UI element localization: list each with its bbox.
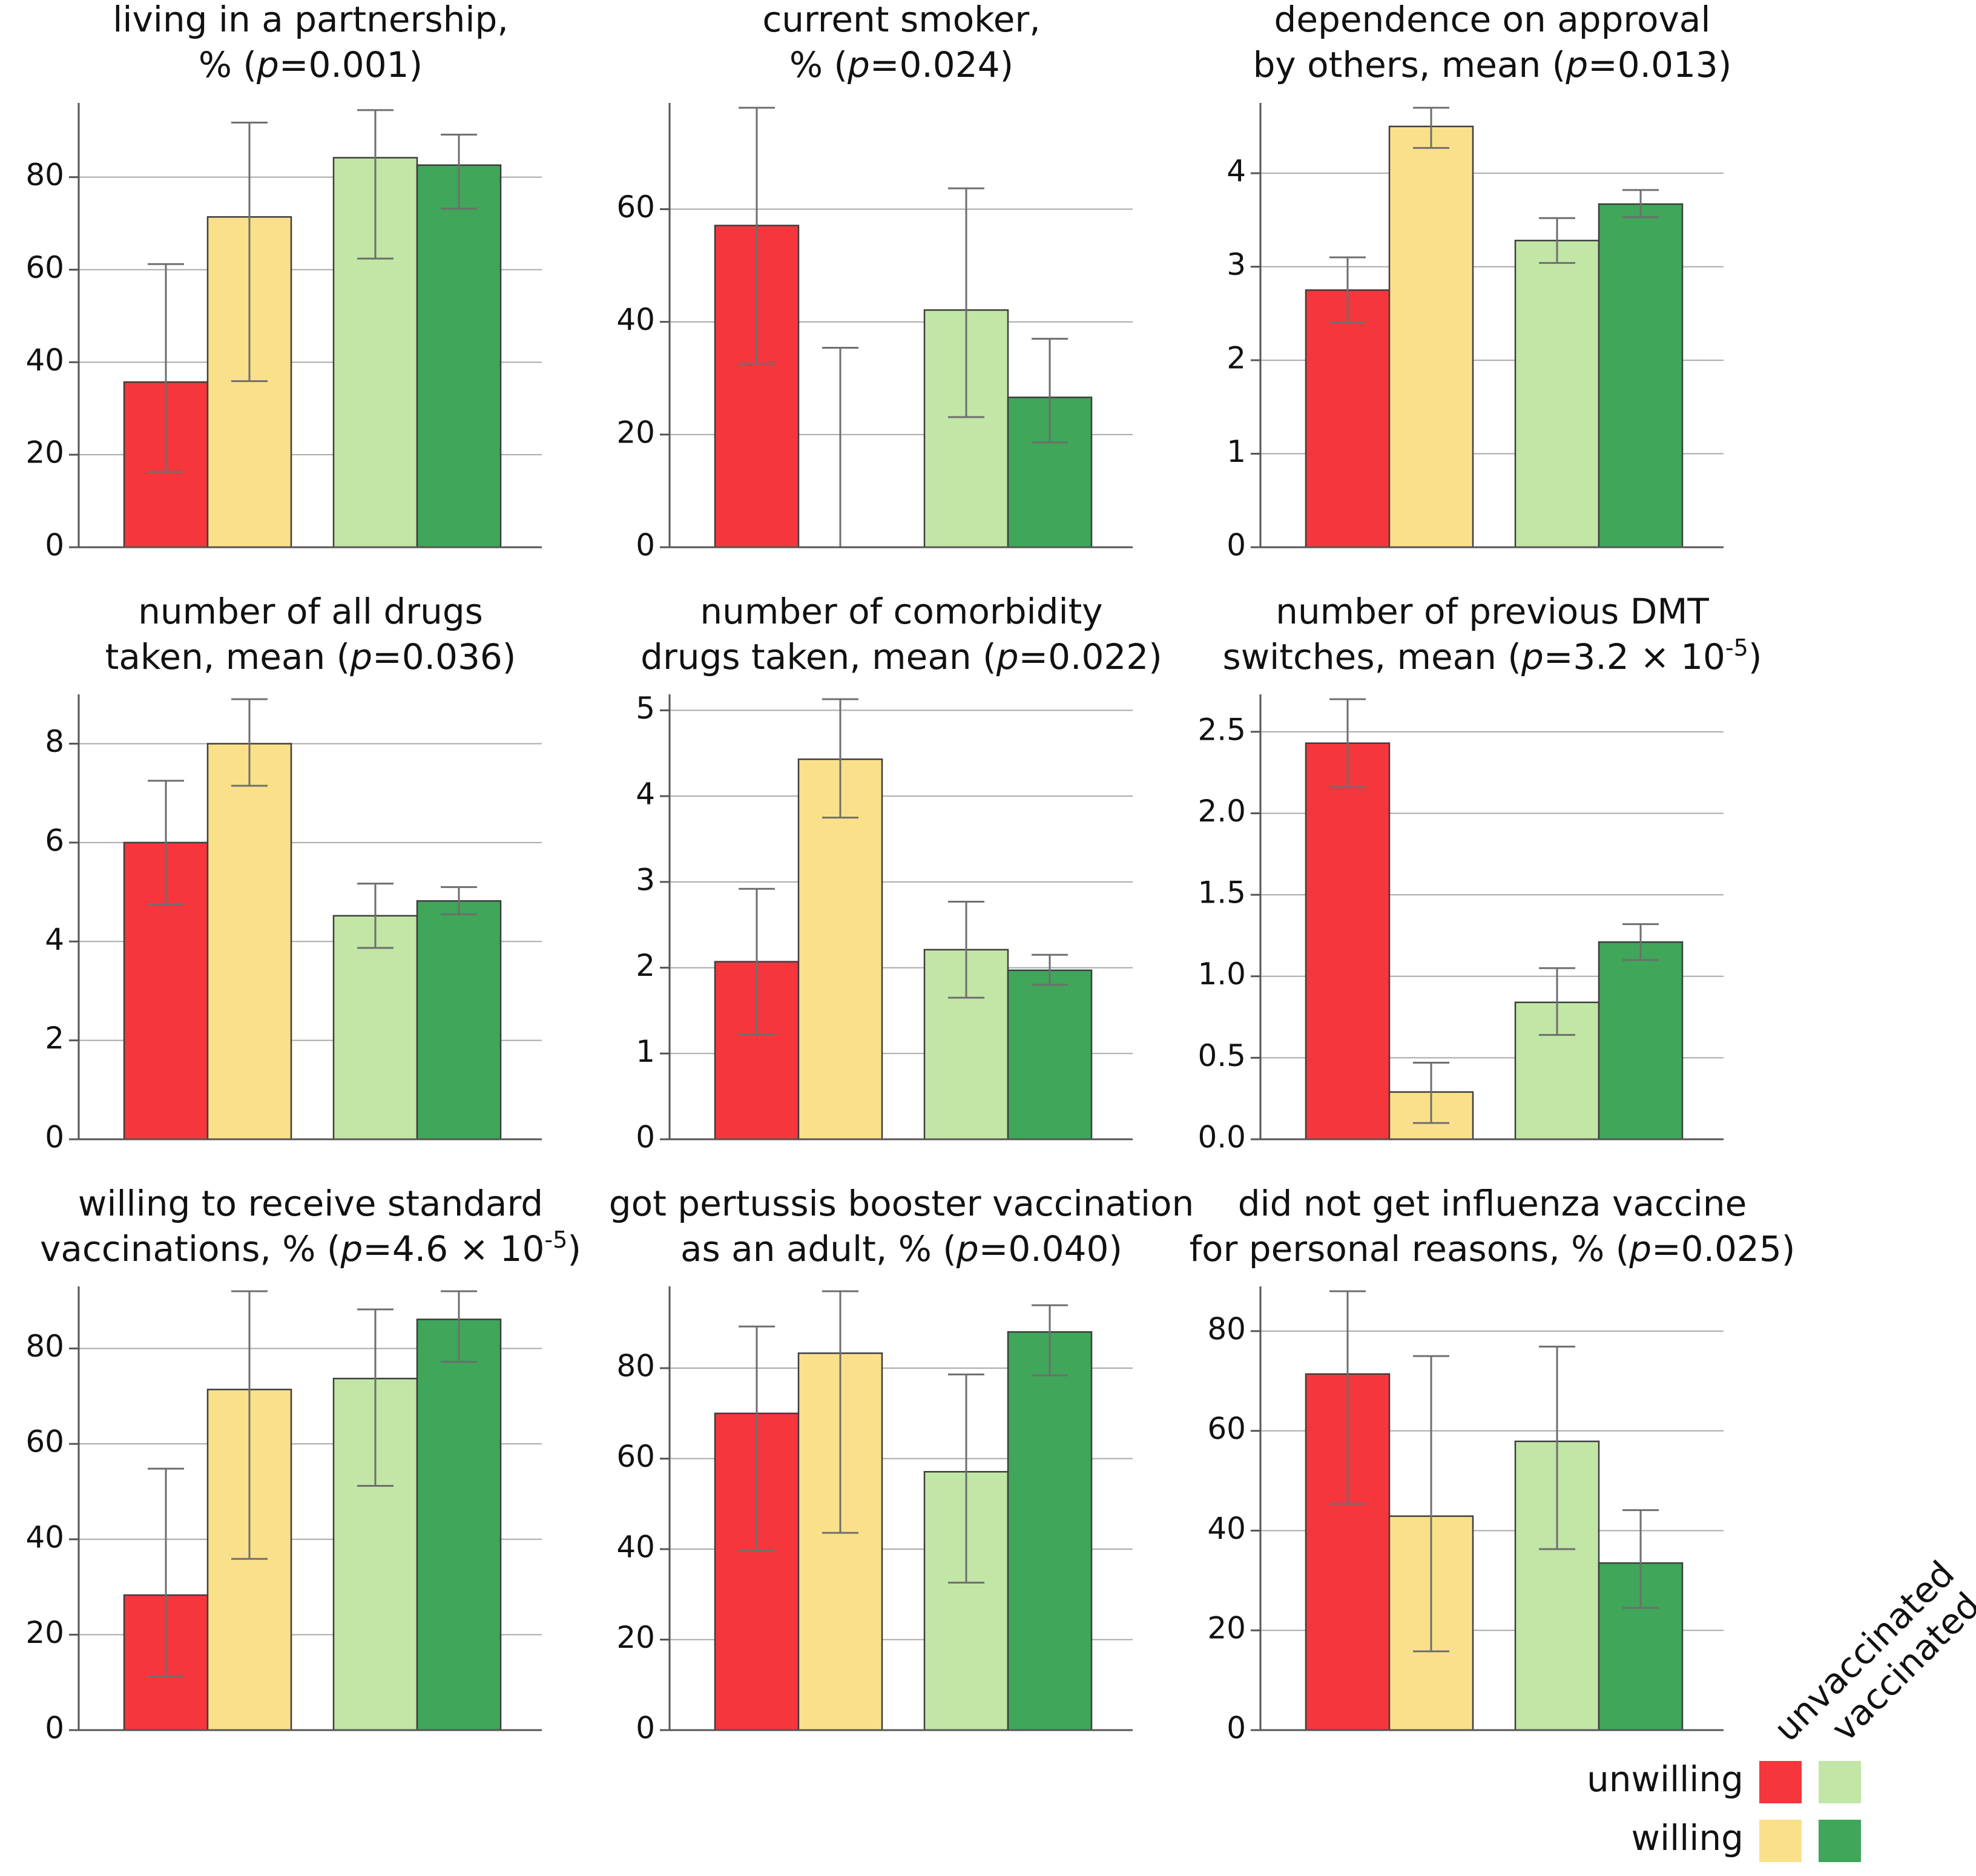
y-tick-label: 1 — [1227, 434, 1246, 469]
y-tick-label: 5 — [636, 691, 655, 726]
bar-willing-vaccinated — [1598, 941, 1684, 1140]
y-tick-label: 60 — [616, 189, 655, 225]
chart-title-line-1: number of comorbidity — [700, 591, 1102, 632]
bar-unwilling-unvaccinated — [1305, 742, 1391, 1140]
bar-willing-vaccinated — [416, 1318, 502, 1731]
y-tick-label: 40 — [616, 1530, 655, 1565]
y-tick-label: 60 — [25, 250, 64, 285]
y-tick-label: 0.0 — [1197, 1120, 1246, 1155]
y-tick-label: 0 — [636, 528, 655, 563]
chart-panel-2: current smoker,% (p=0.024) 0 20 40 60 — [616, 0, 1133, 563]
bar-willing-vaccinated — [1007, 1331, 1093, 1731]
chart-title-line-1: willing to receive standard — [78, 1183, 543, 1224]
bar-willing-vaccinated — [1598, 203, 1684, 548]
y-tick-label: 2.5 — [1197, 712, 1246, 747]
y-tick-label: 40 — [25, 343, 64, 378]
bar-willing-unvaccinated — [797, 758, 883, 1140]
chart-title-line-2: by others, mean (p=0.013) — [1253, 44, 1732, 85]
y-tick-label: 0 — [636, 1120, 655, 1155]
bar-willing-unvaccinated — [1388, 125, 1474, 548]
y-tick-label: 2 — [1227, 341, 1246, 376]
y-tick-label: 0 — [45, 1711, 64, 1746]
chart-title-line-1: current smoker, — [762, 0, 1040, 40]
bar-unwilling-vaccinated — [332, 915, 418, 1140]
bar-willing-vaccinated — [416, 900, 502, 1140]
chart-title-line-1: dependence on approval — [1274, 0, 1711, 40]
y-tick-label: 0 — [45, 1120, 64, 1155]
y-tick-label: 20 — [25, 1615, 64, 1650]
chart-title-line-1: number of previous DMT — [1276, 591, 1709, 632]
y-tick-label: 1 — [636, 1034, 655, 1069]
chart-title-line-1: did not get influenza vaccine — [1238, 1183, 1747, 1224]
y-tick-label: 80 — [25, 1329, 64, 1364]
y-tick-label: 4 — [636, 777, 655, 812]
y-tick-label: 4 — [1227, 154, 1246, 189]
legend-row-label-unwilling: unwilling — [1587, 1759, 1744, 1800]
y-tick-label: 20 — [616, 415, 655, 450]
chart-title-line-2: taken, mean (p=0.036) — [105, 636, 516, 677]
chart-title-line-2: drugs taken, mean (p=0.022) — [641, 636, 1162, 677]
y-tick-label: 20 — [25, 435, 64, 470]
chart-title-line-2: vaccinations, % (p=4.6 × 10-5) — [40, 1226, 581, 1269]
y-tick-label: 0 — [1227, 528, 1246, 563]
bar-willing-vaccinated — [416, 164, 502, 548]
bar-unwilling-unvaccinated — [1305, 289, 1391, 548]
chart-panel-7: willing to receive standardvaccinations,… — [25, 1183, 581, 1746]
chart-title-line-2: switches, mean (p=3.2 × 10-5) — [1223, 634, 1762, 677]
y-tick-label: 0.5 — [1197, 1038, 1246, 1073]
chart-title-line-1: living in a partnership, — [113, 0, 509, 40]
y-tick-label: 1.5 — [1197, 875, 1246, 910]
chart-title-line-2: % (p=0.001) — [199, 44, 423, 85]
bar-unwilling-vaccinated — [1514, 240, 1600, 548]
y-tick-label: 1.0 — [1197, 956, 1246, 992]
y-tick-label: 60 — [25, 1424, 64, 1460]
chart-title-line-2: as an adult, % (p=0.040) — [680, 1228, 1122, 1269]
legend-swatch-willing-unvaccinated — [1759, 1820, 1802, 1862]
chart-panel-1: living in a partnership,% (p=0.001) 0 20 40… — [25, 0, 542, 563]
y-tick-label: 40 — [616, 302, 655, 337]
y-tick-label: 20 — [1207, 1611, 1246, 1646]
y-tick-label: 2.0 — [1197, 794, 1246, 829]
y-tick-label: 8 — [45, 724, 64, 759]
y-tick-label: 3 — [636, 862, 655, 897]
y-tick-label: 20 — [616, 1620, 655, 1655]
y-tick-label: 60 — [616, 1439, 655, 1474]
y-tick-label: 0 — [1227, 1711, 1246, 1746]
y-tick-label: 40 — [1207, 1511, 1246, 1546]
bar-willing-unvaccinated — [206, 743, 292, 1140]
y-tick-label: 2 — [636, 948, 655, 983]
y-tick-label: 80 — [616, 1349, 655, 1384]
legend-swatch-unwilling-vaccinated — [1819, 1761, 1861, 1803]
bar-willing-vaccinated — [1007, 969, 1093, 1140]
y-tick-label: 4 — [45, 922, 64, 957]
y-tick-label: 3 — [1227, 247, 1246, 282]
y-tick-label: 60 — [1207, 1411, 1246, 1446]
y-tick-label: 0 — [45, 528, 64, 563]
legend-swatch-willing-vaccinated — [1819, 1820, 1861, 1862]
chart-title-line-2: for personal reasons, % (p=0.025) — [1190, 1228, 1796, 1269]
y-tick-label: 0 — [636, 1711, 655, 1746]
chart-title-line-1: got pertussis booster vaccination — [609, 1183, 1194, 1224]
y-tick-label: 80 — [25, 157, 64, 193]
legend-swatch-unwilling-unvaccinated — [1759, 1761, 1802, 1803]
y-tick-label: 40 — [25, 1519, 64, 1555]
y-tick-label: 80 — [1207, 1311, 1246, 1346]
chart-title-line-1: number of all drugs — [138, 591, 483, 632]
y-tick-label: 2 — [45, 1021, 64, 1056]
y-tick-label: 6 — [45, 823, 64, 858]
legend-row-label-willing: willing — [1632, 1817, 1744, 1858]
chart-title-line-2: % (p=0.024) — [789, 44, 1013, 85]
